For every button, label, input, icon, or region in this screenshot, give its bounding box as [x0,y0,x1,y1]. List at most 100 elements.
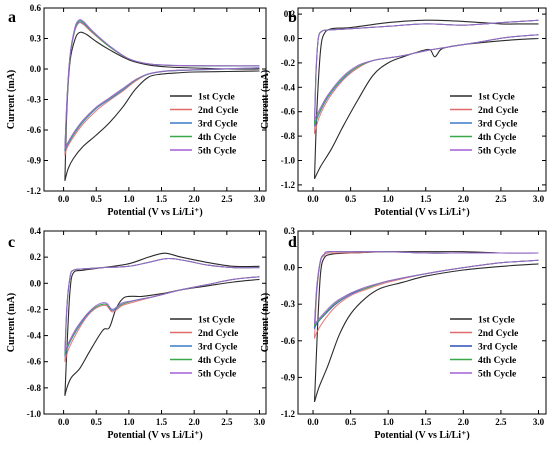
legend-label-5: 5th Cycle [198,370,236,380]
legend-label-3: 3rd Cycle [198,120,237,130]
y-tick-label: -1.2 [281,180,296,190]
y-tick-label: 0.2 [284,9,296,19]
series-line-1-cathodic [64,70,260,181]
panel-c: c 0.0 0.5 1.0 1.5 2.0 2.5 3.0 -1.0 -0.8 -0.6 -0.4 -0… [6,226,267,441]
y-tick-label: -0.4 [27,331,42,341]
y-tick-label: 0.6 [30,3,42,13]
y-tick-label: 0.0 [30,64,42,74]
cv-curves [64,19,260,181]
legend-label-3: 3rd Cycle [478,343,517,353]
x-tick-label: 2.5 [221,194,233,204]
y-tick-label: -0.6 [27,125,42,135]
x-tick-label: 2.0 [189,417,201,427]
x-tick-label: 0.5 [345,194,357,204]
legend-label-3: 3rd Cycle [198,343,237,353]
y-tick-label: -0.8 [281,131,296,141]
x-tick-label: 2.0 [189,194,201,204]
x-tick-label: 0.5 [91,194,103,204]
y-tick-label: -0.3 [27,95,42,105]
panel-letter: a [8,9,16,26]
y-tick-label: -0.8 [27,383,42,393]
legend-label-4: 4th Cycle [198,133,236,143]
y-tick-label: -0.2 [281,58,296,68]
series-line-5-cathodic [314,259,539,325]
x-tick-label: 1.5 [420,417,432,427]
x-tick-label: 3.0 [254,417,266,427]
y-axis-label: Current (mA) [6,70,17,130]
y-tick-label: 0.3 [30,34,42,44]
y-axis-label: Current (mA) [260,70,271,130]
legend: 1st Cycle 2nd Cycle 3rd Cycle 4th Cycle 5th … [170,316,238,380]
y-tick-label: -0.3 [281,299,296,309]
series-line-3-anodic [64,21,260,152]
series-line-2-cathodic [314,259,539,339]
series-line-4-anodic [64,257,260,354]
x-tick-label: 1.0 [383,417,395,427]
series-line-1-anodic [64,252,260,396]
cv-curves [64,252,260,396]
x-tick-label: 2.0 [458,417,470,427]
y-tick-label: -0.6 [281,336,296,346]
y-tick-label: 0.0 [284,34,296,44]
x-tick-label: 0.0 [58,417,70,427]
y-axis-label: Current (mA) [6,293,17,353]
x-tick-label: 2.5 [221,417,233,427]
legend: 1st Cycle 2nd Cycle 3rd Cycle 4th Cycle 5th … [450,316,518,380]
panel-b: b 0.0 0.5 1.0 1.5 2.0 2.5 3.0 -1.2 -1.0 -0.8 -0.6 -0… [260,7,547,218]
y-tick-label: 0.3 [284,226,296,236]
legend-label-4: 4th Cycle [478,133,516,143]
series-line-5-anodic [314,251,539,324]
legend-label-1: 1st Cycle [478,316,515,326]
panel-a: a 0.0 0.5 1.0 1.5 2.0 2.5 3.0 -1.2 -0.9 -0.6 -0.3 0.… [6,3,267,218]
legend-label-4: 4th Cycle [478,356,516,366]
y-tick-label: -1.2 [281,409,296,419]
x-tick-label: 2.5 [495,194,507,204]
plot-frame [43,230,267,415]
x-tick-label: 0.5 [345,417,357,427]
plot-frame [297,230,547,415]
legend-label-5: 5th Cycle [478,370,516,380]
x-tick-label: 0.0 [307,194,319,204]
x-tick-label: 0.0 [58,194,70,204]
panel-letter: b [288,9,297,26]
legend-label-4: 4th Cycle [198,356,236,366]
y-tick-label: -0.6 [27,357,42,367]
y-axis-label: Current (mA) [260,293,271,353]
y-tick-label: -1.0 [281,156,296,166]
x-axis-label: Potential (V vs Li/Li⁺) [107,430,202,441]
y-tick-label: 0.4 [30,226,42,236]
x-tick-label: 2.0 [458,194,470,204]
legend-label-2: 2nd Cycle [478,329,518,339]
legend: 1st Cycle 2nd Cycle 3rd Cycle 4th Cycle 5th … [450,93,518,157]
legend-label-2: 2nd Cycle [478,106,518,116]
legend-label-5: 5th Cycle [478,147,516,157]
legend-label-5: 5th Cycle [198,147,236,157]
x-axis-label: Potential (V vs Li/Li⁺) [107,207,202,218]
x-tick-label: 2.5 [495,417,507,427]
y-tick-label: 0.0 [30,278,42,288]
series-line-5-cathodic [64,67,260,150]
cv-curves [313,19,539,180]
y-tick-label: 0.2 [30,252,42,262]
x-tick-label: 1.0 [383,194,395,204]
y-tick-label: -0.9 [281,372,296,382]
x-tick-label: 0.5 [91,417,103,427]
plot-frame [297,7,547,192]
series-line-5-anodic [64,257,260,352]
cv-curves [313,251,539,402]
series-line-1-cathodic [313,263,539,402]
panel-letter: c [8,234,15,251]
legend-label-1: 1st Cycle [198,316,235,326]
y-tick-label: -0.2 [27,304,42,314]
x-tick-label: 1.5 [156,417,168,427]
y-tick-label: -0.4 [281,82,296,92]
y-tick-label: -0.6 [281,107,296,117]
series-line-1-anodic [313,19,539,179]
series-line-1-cathodic [64,278,260,396]
legend-label-3: 3rd Cycle [478,120,517,130]
x-tick-label: 3.0 [533,194,545,204]
series-line-5-cathodic [314,34,539,121]
y-tick-label: 0.0 [284,263,296,273]
legend-label-1: 1st Cycle [478,93,515,103]
